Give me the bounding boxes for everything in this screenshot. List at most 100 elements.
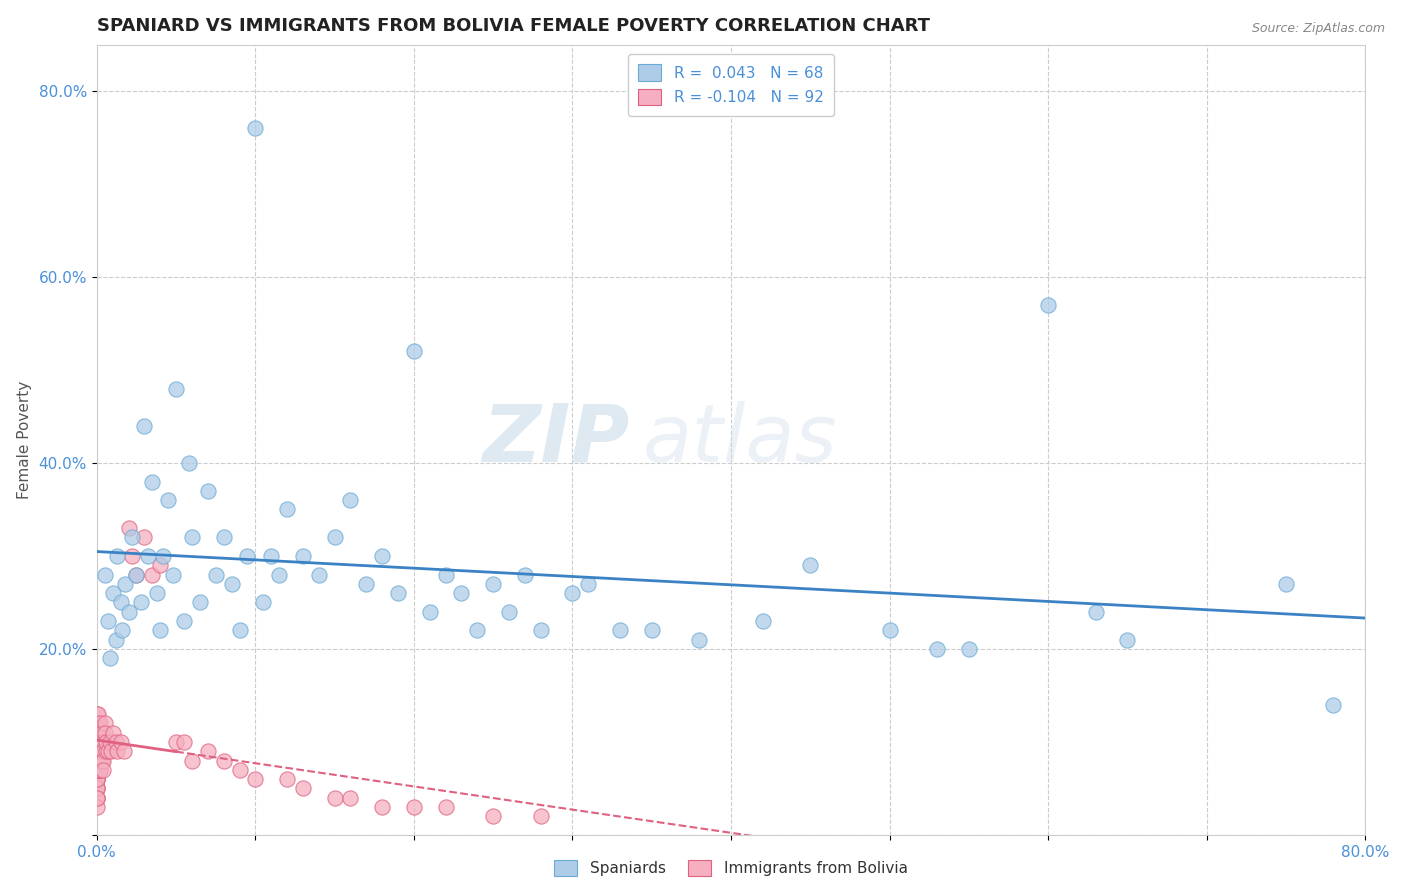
Point [86, 763, 108, 777]
Point [98, 735, 121, 749]
Point [149, 558, 172, 573]
Point [86, 725, 108, 739]
Point [89, 744, 111, 758]
Point [609, 624, 631, 638]
Point [86, 763, 108, 777]
Text: SPANIARD VS IMMIGRANTS FROM BOLIVIA FEMALE POVERTY CORRELATION CHART: SPANIARD VS IMMIGRANTS FROM BOLIVIA FEMA… [97, 17, 929, 35]
Point [86, 790, 108, 805]
Point [576, 577, 599, 591]
Text: ZIP: ZIP [482, 401, 630, 479]
Point [228, 763, 250, 777]
Point [86, 754, 108, 768]
Point [114, 577, 136, 591]
Point [107, 549, 129, 563]
Point [212, 754, 235, 768]
Point [339, 790, 361, 805]
Point [86, 735, 108, 749]
Point [181, 530, 204, 544]
Point [90, 735, 112, 749]
Point [269, 567, 291, 582]
Point [197, 744, 219, 758]
Point [87, 735, 110, 749]
Point [110, 735, 132, 749]
Point [87, 725, 110, 739]
Point [107, 744, 129, 758]
Point [162, 567, 184, 582]
Point [165, 735, 187, 749]
Point [434, 800, 457, 814]
Point [925, 642, 948, 657]
Point [117, 605, 139, 619]
Point [188, 595, 211, 609]
Point [482, 809, 505, 823]
Point [799, 558, 821, 573]
Point [641, 624, 664, 638]
Point [87, 716, 110, 731]
Point [86, 754, 108, 768]
Point [173, 735, 195, 749]
Legend: Spaniards, Immigrants from Bolivia: Spaniards, Immigrants from Bolivia [548, 854, 914, 882]
Point [291, 781, 314, 796]
Point [387, 586, 409, 600]
Point [89, 754, 111, 768]
Point [94, 716, 117, 731]
Point [86, 781, 108, 796]
Text: Source: ZipAtlas.com: Source: ZipAtlas.com [1251, 22, 1385, 36]
Point [86, 763, 108, 777]
Point [212, 530, 235, 544]
Point [89, 754, 111, 768]
Point [94, 567, 117, 582]
Point [86, 772, 108, 786]
Point [308, 567, 330, 582]
Point [91, 735, 114, 749]
Point [87, 725, 110, 739]
Point [86, 800, 108, 814]
Point [173, 614, 195, 628]
Point [149, 624, 172, 638]
Point [89, 763, 111, 777]
Point [90, 725, 112, 739]
Point [87, 706, 110, 721]
Point [402, 344, 425, 359]
Point [86, 781, 108, 796]
Point [121, 530, 143, 544]
Point [450, 586, 472, 600]
Point [152, 549, 174, 563]
Point [125, 567, 148, 582]
Point [228, 624, 250, 638]
Point [751, 614, 773, 628]
Point [197, 483, 219, 498]
Point [482, 577, 505, 591]
Point [87, 754, 110, 768]
Point [117, 521, 139, 535]
Point [957, 642, 980, 657]
Point [86, 716, 108, 731]
Point [86, 790, 108, 805]
Point [125, 567, 148, 582]
Point [530, 809, 553, 823]
Point [419, 605, 441, 619]
Point [561, 586, 583, 600]
Point [1036, 298, 1059, 312]
Text: atlas: atlas [643, 401, 837, 479]
Point [90, 754, 112, 768]
Point [323, 790, 346, 805]
Point [86, 706, 108, 721]
Point [204, 567, 226, 582]
Point [465, 624, 488, 638]
Point [87, 754, 110, 768]
Point [86, 763, 108, 777]
Point [112, 744, 135, 758]
Point [97, 614, 120, 628]
Point [89, 735, 111, 749]
Point [245, 772, 267, 786]
Y-axis label: Female Poverty: Female Poverty [17, 381, 32, 499]
Point [87, 744, 110, 758]
Point [91, 754, 114, 768]
Point [1116, 632, 1139, 647]
Point [1084, 605, 1107, 619]
Point [371, 800, 394, 814]
Point [104, 735, 127, 749]
Point [221, 577, 243, 591]
Point [86, 790, 108, 805]
